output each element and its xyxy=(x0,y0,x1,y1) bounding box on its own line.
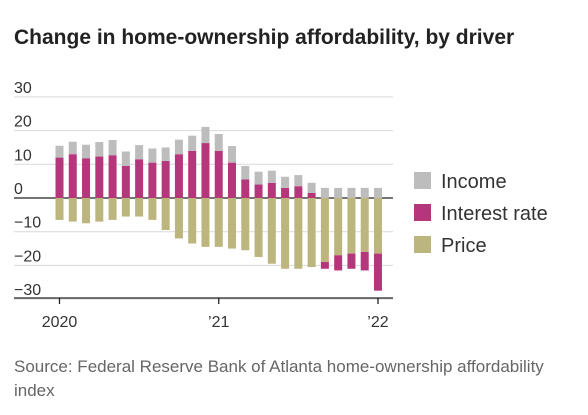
bar-interest-rate xyxy=(161,160,170,198)
legend-label: Price xyxy=(441,235,487,257)
bar-income xyxy=(121,151,130,166)
bar-income xyxy=(281,176,290,188)
bar-income xyxy=(82,144,91,159)
bar-income xyxy=(174,139,183,155)
bar-interest-rate xyxy=(307,192,316,198)
bar-income xyxy=(228,146,237,163)
bar-interest-rate xyxy=(320,262,329,269)
bar-price xyxy=(188,198,197,244)
bar-income xyxy=(201,126,210,144)
legend: Income Interest rate Price xyxy=(414,171,548,257)
bar-interest-rate xyxy=(294,186,303,198)
bar-interest-rate xyxy=(148,162,157,198)
bar-income xyxy=(135,145,144,160)
bar-interest-rate xyxy=(241,179,250,198)
bar-interest-rate xyxy=(214,150,223,198)
bar-income xyxy=(68,141,77,155)
legend-swatch xyxy=(414,172,431,189)
bar-interest-rate xyxy=(135,159,144,198)
bar-interest-rate xyxy=(281,187,290,198)
bar-price xyxy=(294,198,303,269)
bar-income xyxy=(188,135,197,151)
bar-price xyxy=(254,198,263,257)
bar-interest-rate xyxy=(95,156,104,198)
bar-income xyxy=(161,147,170,161)
bar-price xyxy=(174,198,183,239)
bar-price xyxy=(55,198,64,220)
x-tick-label: ’21 xyxy=(208,314,229,331)
bar-income xyxy=(347,187,356,198)
bar-price xyxy=(241,198,250,251)
y-axis-labels: 30 20 10 0 −10 −20 −30 xyxy=(14,80,41,299)
bar-interest-rate xyxy=(267,182,276,198)
bar-income xyxy=(320,187,329,198)
legend-swatch xyxy=(414,204,431,221)
bar-interest-rate xyxy=(55,157,64,198)
bar-income xyxy=(307,182,316,193)
bar-price xyxy=(281,198,290,269)
bar-price xyxy=(108,198,117,220)
x-tick-label: ’22 xyxy=(367,314,388,331)
bar-interest-rate xyxy=(121,165,130,198)
y-tick-label: 10 xyxy=(14,147,32,164)
bar-income xyxy=(108,140,117,156)
chart: 30 20 10 0 −10 −20 −30 2020 ’21 ’22 Income Intere… xyxy=(14,80,548,331)
bar-price xyxy=(347,198,356,254)
bar-price xyxy=(373,198,382,254)
bar-price xyxy=(360,198,369,252)
bar-income xyxy=(241,165,250,180)
bar-income xyxy=(334,187,343,198)
bar-income xyxy=(294,175,303,187)
bar-interest-rate xyxy=(347,253,356,269)
bar-interest-rate xyxy=(201,143,210,198)
y-tick-label: 20 xyxy=(14,114,32,131)
bar-price xyxy=(82,198,91,224)
y-tick-label: 30 xyxy=(14,80,32,97)
bar-price xyxy=(68,198,77,222)
bar-interest-rate xyxy=(334,255,343,271)
legend-label: Interest rate xyxy=(441,203,548,225)
bar-interest-rate xyxy=(82,158,91,198)
y-tick-label: −30 xyxy=(14,282,41,299)
y-tick-label: −10 xyxy=(14,215,41,232)
y-tick-label: 0 xyxy=(14,181,23,198)
bar-interest-rate xyxy=(108,155,117,198)
bar-income xyxy=(373,187,382,198)
legend-label: Income xyxy=(441,171,507,193)
bar-interest-rate xyxy=(228,162,237,198)
source-note: Source: Federal Reserve Bank of Atlanta … xyxy=(14,357,544,400)
bars xyxy=(55,126,382,291)
x-tick-label: 2020 xyxy=(42,314,78,331)
bar-price xyxy=(121,198,130,217)
bar-price xyxy=(135,198,144,217)
bar-income xyxy=(95,142,104,157)
bar-income xyxy=(267,170,276,183)
bar-price xyxy=(148,198,157,220)
bar-price xyxy=(334,198,343,256)
bar-interest-rate xyxy=(68,154,77,198)
bar-price xyxy=(228,198,237,249)
bar-interest-rate xyxy=(188,150,197,198)
bar-interest-rate xyxy=(360,251,369,271)
y-tick-label: −20 xyxy=(14,248,41,265)
bar-interest-rate xyxy=(174,154,183,198)
bar-price xyxy=(161,198,170,231)
chart-title: Change in home-ownership affordability, … xyxy=(14,26,515,49)
bar-price xyxy=(214,198,223,247)
bar-price xyxy=(320,198,329,263)
bar-interest-rate xyxy=(254,184,263,198)
bar-income xyxy=(360,187,369,198)
x-axis: 2020 ’21 ’22 xyxy=(14,297,393,331)
bar-price xyxy=(267,198,276,264)
bar-income xyxy=(148,148,157,163)
bar-price xyxy=(201,198,210,247)
bar-income xyxy=(214,133,223,151)
bar-price xyxy=(95,198,104,222)
bar-price xyxy=(307,198,316,268)
legend-swatch xyxy=(414,236,431,253)
bar-interest-rate xyxy=(373,253,382,291)
bar-income xyxy=(55,145,64,158)
bar-income xyxy=(254,171,263,185)
